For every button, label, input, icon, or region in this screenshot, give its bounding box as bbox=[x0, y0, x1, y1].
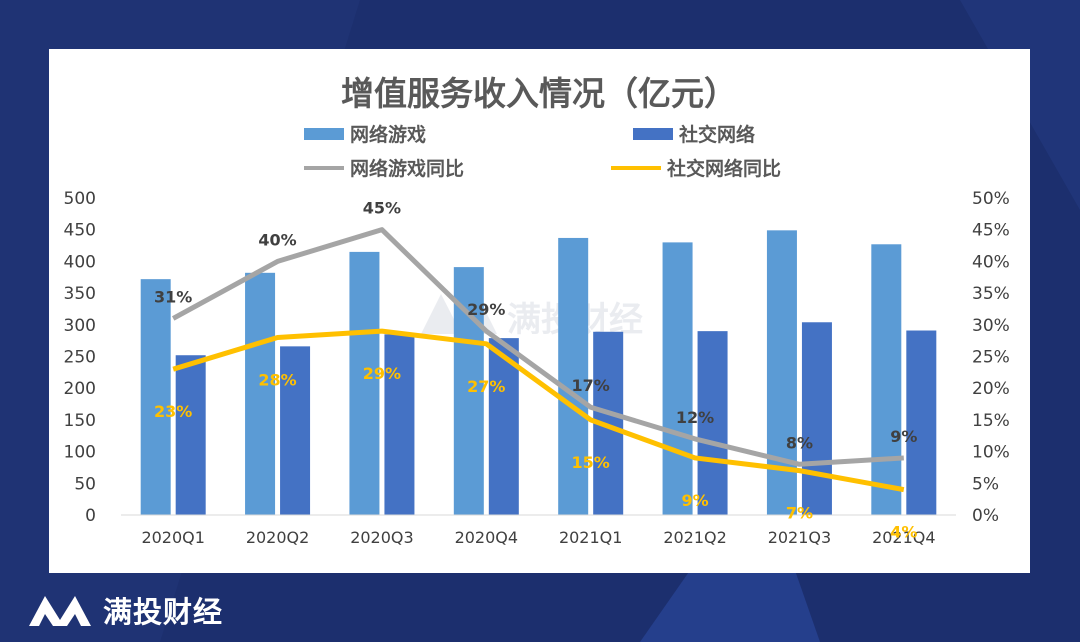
y-right-tick-label: 40% bbox=[972, 252, 1010, 272]
bar-social bbox=[280, 346, 311, 515]
y-right-tick-label: 0% bbox=[972, 506, 999, 526]
data-labels: 31% 40% 45% 29% 17% 12% 8% 9% 23% 28% 29% 27% 15% 9% 7… bbox=[154, 199, 917, 542]
y-left-tick-label: 350 bbox=[64, 284, 96, 304]
data-label-games-yoy: 29% bbox=[467, 300, 505, 319]
legend: 网络游戏 社交网络 网络游戏同比 社交网络同比 bbox=[304, 123, 781, 180]
bar-games bbox=[871, 244, 902, 516]
brand-name: 满投财经 bbox=[103, 595, 224, 629]
bar-games bbox=[558, 237, 589, 515]
bar-social bbox=[175, 355, 206, 515]
data-label-social-yoy: 15% bbox=[572, 453, 610, 472]
data-label-games-yoy: 9% bbox=[890, 427, 917, 446]
legend-label-social-yoy: 社交网络同比 bbox=[666, 157, 781, 180]
y-right-tick-label: 10% bbox=[972, 443, 1010, 463]
y-right-tick-label: 45% bbox=[972, 221, 1010, 241]
y-axis-left: 0 50 100 150 200 250 300 350 400 450 500 bbox=[64, 189, 96, 526]
data-label-games-yoy: 8% bbox=[786, 433, 813, 452]
bar-games bbox=[140, 279, 171, 515]
bar-games bbox=[245, 272, 276, 515]
data-label-social-yoy: 27% bbox=[467, 377, 505, 396]
y-left-tick-label: 200 bbox=[64, 379, 96, 399]
bar-social bbox=[384, 334, 415, 515]
legend-swatch-games bbox=[304, 128, 344, 140]
data-label-social-yoy: 7% bbox=[786, 504, 813, 523]
legend-label-social: 社交网络 bbox=[678, 123, 755, 146]
bar-social bbox=[697, 331, 728, 515]
chart-title: 增值服务收入情况（亿元） bbox=[341, 74, 737, 113]
data-label-social-yoy: 4% bbox=[890, 523, 917, 542]
legend-swatch-social bbox=[633, 128, 673, 140]
brand-logo-icon bbox=[29, 596, 91, 626]
data-label-social-yoy: 9% bbox=[681, 491, 708, 510]
y-right-tick-label: 50% bbox=[972, 189, 1010, 209]
footer-brand: 满投财经 bbox=[27, 590, 223, 630]
chart-svg: 满投财经 增值服务收入情况（亿元） 网络游戏 社交网络 网络游戏同比 社交网络同… bbox=[64, 74, 1010, 547]
y-right-tick-label: 20% bbox=[972, 379, 1010, 399]
y-left-tick-label: 0 bbox=[85, 506, 96, 526]
bar-social bbox=[488, 338, 519, 515]
bar-social bbox=[906, 330, 937, 515]
legend-label-games: 网络游戏 bbox=[350, 123, 426, 146]
y-left-tick-label: 100 bbox=[64, 443, 96, 463]
lines bbox=[171, 227, 905, 493]
y-left-tick-label: 50 bbox=[74, 474, 96, 494]
data-label-games-yoy: 31% bbox=[154, 287, 192, 306]
line-games-yoy bbox=[171, 227, 904, 467]
y-right-tick-label: 30% bbox=[972, 316, 1010, 336]
y-left-tick-label: 500 bbox=[64, 189, 96, 209]
y-left-tick-label: 250 bbox=[64, 348, 96, 368]
bar-games bbox=[662, 242, 693, 515]
y-left-tick-label: 400 bbox=[64, 252, 96, 272]
y-left-tick-label: 450 bbox=[64, 221, 96, 241]
y-right-tick-label: 25% bbox=[972, 348, 1010, 368]
y-axis-right: 0% 5% 10% 15% 20% 25% 30% 35% 40% 45% 50% bbox=[972, 189, 1010, 526]
data-label-social-yoy: 29% bbox=[363, 364, 401, 383]
bar-social bbox=[801, 322, 832, 515]
data-label-social-yoy: 28% bbox=[258, 370, 296, 389]
x-tick-label: 2020Q2 bbox=[246, 528, 310, 547]
x-tick-label: 2021Q3 bbox=[768, 528, 832, 547]
x-tick-label: 2020Q3 bbox=[350, 528, 414, 547]
y-left-tick-label: 150 bbox=[64, 411, 96, 431]
x-tick-label: 2021Q2 bbox=[663, 528, 727, 547]
x-axis: 2020Q1 2020Q2 2020Q3 2020Q4 2021Q1 2021Q2 2021… bbox=[121, 514, 956, 547]
x-tick-label: 2020Q1 bbox=[141, 528, 205, 547]
y-right-tick-label: 35% bbox=[972, 284, 1010, 304]
bar-games bbox=[766, 230, 797, 516]
data-label-games-yoy: 40% bbox=[258, 230, 296, 249]
legend-label-games-yoy: 网络游戏同比 bbox=[350, 157, 464, 180]
x-tick-label: 2021Q4 bbox=[872, 528, 936, 547]
data-label-games-yoy: 45% bbox=[363, 199, 401, 218]
chart-panel: 满投财经 增值服务收入情况（亿元） 网络游戏 社交网络 网络游戏同比 社交网络同… bbox=[49, 49, 1030, 573]
y-right-tick-label: 15% bbox=[972, 411, 1010, 431]
bar-games bbox=[453, 267, 484, 515]
data-label-games-yoy: 12% bbox=[676, 408, 714, 427]
y-left-tick-label: 300 bbox=[64, 316, 96, 336]
line-social-yoy bbox=[172, 328, 905, 493]
x-tick-label: 2020Q4 bbox=[455, 528, 519, 547]
y-right-tick-label: 5% bbox=[972, 474, 999, 494]
bar-games bbox=[349, 251, 380, 515]
data-label-games-yoy: 17% bbox=[572, 376, 610, 395]
x-tick-label: 2021Q1 bbox=[559, 528, 623, 547]
data-label-social-yoy: 23% bbox=[154, 402, 192, 421]
